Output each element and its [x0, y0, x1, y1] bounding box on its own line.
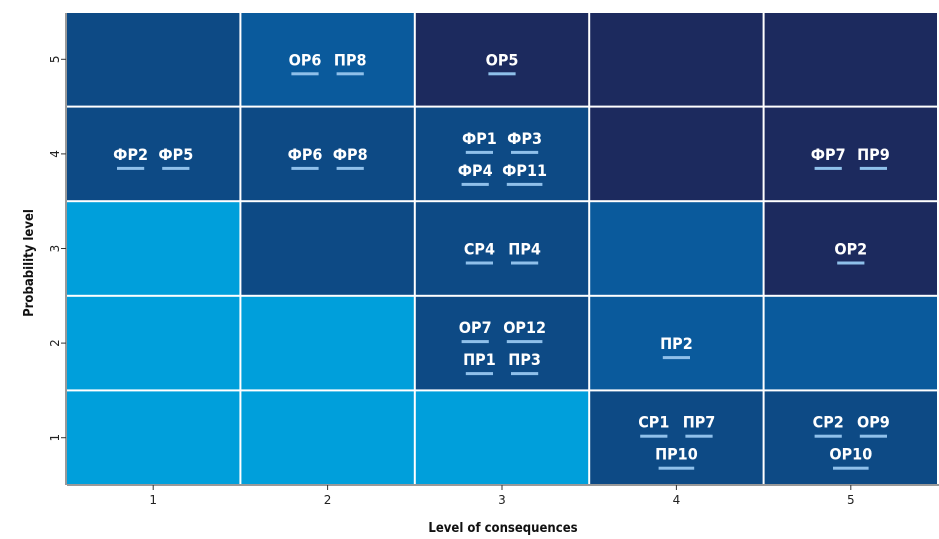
risk-label-ОР6: ОР6	[289, 50, 322, 69]
x-tick-label-4: 4	[673, 493, 681, 507]
risk-label-underline	[833, 466, 869, 470]
matrix-cell-p2-c2	[241, 296, 414, 390]
matrix-cell-p5-c1	[67, 13, 240, 106]
risk-label-СР4: СР4	[464, 240, 495, 259]
risk-label-ОР10: ОР10	[829, 445, 872, 464]
risk-label-ФР2: ФР2	[113, 145, 148, 164]
risk-label-ОР5: ОР5	[486, 50, 519, 69]
risk-label-underline	[336, 166, 364, 170]
matrix-cell-p5-c5	[764, 13, 937, 106]
risk-label-ОР9: ОР9	[857, 413, 890, 432]
risk-label-underline	[461, 182, 489, 186]
matrix-cell-p4-c5	[764, 107, 937, 201]
risk-label-underline	[511, 261, 539, 265]
risk-label-underline	[291, 166, 319, 170]
risk-label-underline	[162, 166, 190, 170]
risk-label-underline	[837, 261, 865, 265]
risk-label-ОР7: ОР7	[459, 318, 492, 337]
risk-label-underline	[291, 72, 319, 76]
risk-label-ПР9: ПР9	[857, 145, 890, 164]
risk-label-underline	[465, 261, 493, 265]
matrix-cell-p4-c3	[415, 107, 589, 201]
y-tick-label-4: 4	[48, 150, 62, 158]
matrix-cell-p1-c5	[764, 391, 937, 484]
risk-label-СР2: СР2	[813, 413, 844, 432]
matrix-cell-p2-c5	[764, 296, 937, 390]
matrix-cell-p1-c4	[590, 391, 763, 484]
risk-label-ПР10: ПР10	[655, 445, 698, 464]
matrix-cell-p1-c2	[241, 391, 414, 484]
risk-label-underline	[336, 72, 364, 76]
y-axis-title: Probability level	[22, 209, 37, 317]
risk-label-ФР3: ФР3	[507, 129, 542, 148]
risk-label-underline	[685, 434, 713, 438]
y-tick-label-5: 5	[48, 55, 62, 63]
risk-label-ПР8: ПР8	[334, 50, 367, 69]
matrix-cell-p2-c1	[67, 296, 240, 390]
risk-label-underline	[506, 182, 543, 186]
risk-label-underline	[662, 356, 690, 360]
risk-label-underline	[461, 340, 489, 344]
matrix-cell-p4-c1	[67, 107, 240, 201]
risk-label-underline	[511, 372, 539, 376]
risk-label-ФР11: ФР11	[502, 161, 547, 180]
x-tick-label-2: 2	[324, 493, 332, 507]
risk-label-ОР12: ОР12	[503, 318, 546, 337]
y-tick-label-1: 1	[48, 434, 62, 442]
matrix-cell-p3-c1	[67, 202, 240, 295]
x-tick-label-3: 3	[498, 493, 506, 507]
matrix-cell-p3-c5	[764, 202, 937, 295]
risk-label-ФР5: ФР5	[158, 145, 193, 164]
labels-layer: ОР6 ПР8 ОР5 ФР2 ФР5 ФР6 ФР8 ФР1 ФР3 ФР4 ФР11 ФР7 ПР9…	[113, 50, 890, 470]
matrix-cell-p3-c3	[415, 202, 589, 295]
risk-label-ПР7: ПР7	[683, 413, 716, 432]
risk-label-underline	[859, 166, 887, 170]
matrix-cell-p4-c2	[241, 107, 414, 201]
risk-label-ПР2: ПР2	[660, 334, 693, 353]
matrix-cell-p5-c4	[590, 13, 763, 106]
matrix-cell-p1-c1	[67, 391, 240, 484]
risk-label-underline	[511, 150, 539, 154]
y-tick-label-3: 3	[48, 245, 62, 253]
risk-label-ФР6: ФР6	[288, 145, 323, 164]
x-axis-title: Level of consequences	[428, 521, 577, 536]
matrix-cell-p4-c4	[590, 107, 763, 201]
matrix-cell-p5-c3	[415, 13, 589, 106]
risk-label-ФР1: ФР1	[462, 129, 497, 148]
x-tick-label-1: 1	[149, 493, 157, 507]
risk-label-ПР3: ПР3	[508, 350, 541, 369]
matrix-cell-p5-c2	[241, 13, 414, 106]
risk-label-ФР8: ФР8	[333, 145, 368, 164]
risk-label-ОР2: ОР2	[834, 240, 867, 259]
x-tick-label-5: 5	[847, 493, 855, 507]
risk-label-ПР4: ПР4	[508, 240, 541, 259]
risk-label-СР1: СР1	[638, 413, 669, 432]
risk-label-ФР4: ФР4	[458, 161, 493, 180]
risk-label-underline	[640, 434, 668, 438]
risk-label-underline	[506, 340, 543, 344]
matrix-cell-p2-c3	[415, 296, 589, 390]
risk-label-ФР7: ФР7	[811, 145, 846, 164]
y-tick-label-2: 2	[48, 339, 62, 347]
risk-label-underline	[465, 372, 493, 376]
matrix-cell-p2-c4	[590, 296, 763, 390]
risk-label-underline	[488, 72, 516, 76]
risk-label-ПР1: ПР1	[463, 350, 496, 369]
cells-layer	[67, 13, 937, 484]
risk-label-underline	[465, 150, 493, 154]
axes-layer: 1 2 3 4 5 1 2 3 4 5	[48, 13, 939, 507]
risk-label-underline	[117, 166, 145, 170]
risk-label-underline	[859, 434, 887, 438]
risk-label-underline	[658, 466, 695, 470]
risk-label-underline	[814, 166, 842, 170]
risk-label-underline	[814, 434, 842, 438]
matrix-cell-p1-c3	[415, 391, 589, 484]
matrix-cell-p3-c2	[241, 202, 414, 295]
matrix-cell-p3-c4	[590, 202, 763, 295]
